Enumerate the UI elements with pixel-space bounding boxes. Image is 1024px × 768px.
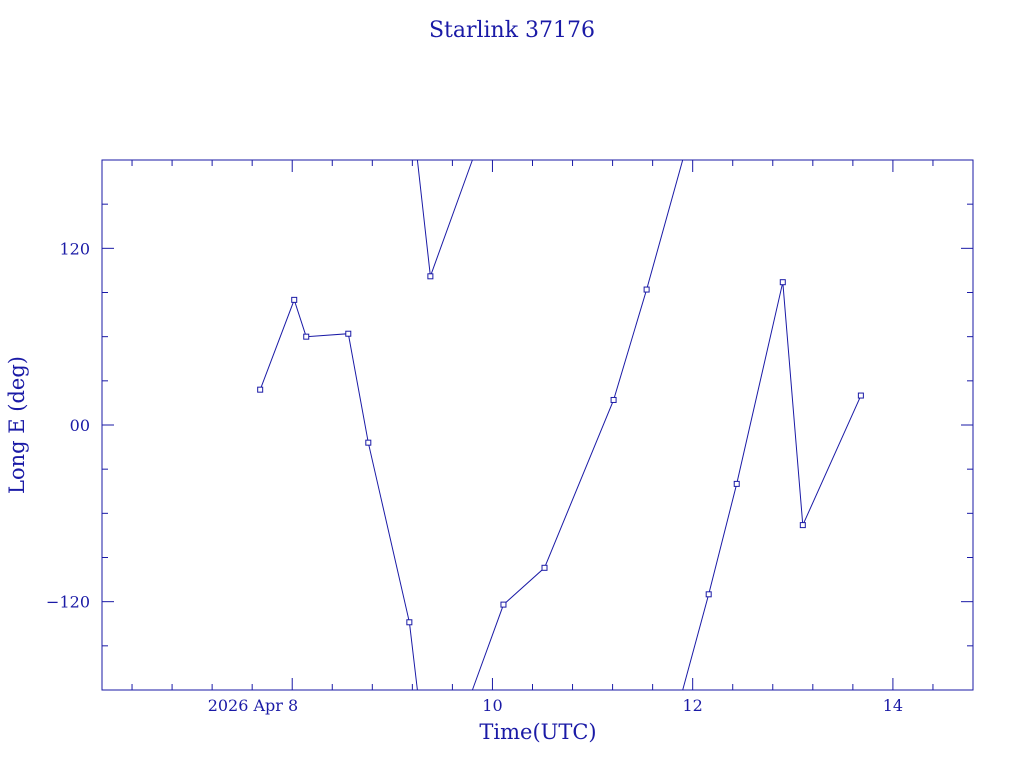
data-point <box>291 296 298 303</box>
x-tick-label: 14 <box>883 696 903 715</box>
data-point <box>799 522 806 529</box>
data-point <box>779 279 786 286</box>
y-tick-label: 120 <box>59 239 90 258</box>
y-tick-label: 00 <box>70 416 90 435</box>
plot-frame <box>101 159 974 691</box>
data-point <box>857 392 864 399</box>
data-point <box>643 286 650 293</box>
x-axis-label: Time(UTC) <box>479 720 596 744</box>
data-point <box>541 564 548 571</box>
data-point <box>500 601 507 608</box>
x-tick-label: 10 <box>482 696 502 715</box>
data-point <box>365 439 372 446</box>
data-point <box>406 619 413 626</box>
series-line-segment <box>682 282 862 691</box>
data-point <box>345 330 352 337</box>
data-point <box>427 273 434 280</box>
data-point <box>610 396 617 403</box>
x-tick-label: 12 <box>682 696 702 715</box>
series-line-segment <box>416 159 473 277</box>
data-point <box>733 480 740 487</box>
y-tick-label: −120 <box>46 593 90 612</box>
series-line-segment <box>259 298 418 691</box>
data-point <box>257 386 264 393</box>
chart-title: Starlink 37176 <box>429 18 595 43</box>
x-tick-label: 2026 Apr 8 <box>208 696 299 715</box>
y-axis-label: Long E (deg) <box>5 356 29 494</box>
series-line-segment <box>471 159 684 691</box>
data-point <box>705 591 712 598</box>
data-point <box>303 333 310 340</box>
